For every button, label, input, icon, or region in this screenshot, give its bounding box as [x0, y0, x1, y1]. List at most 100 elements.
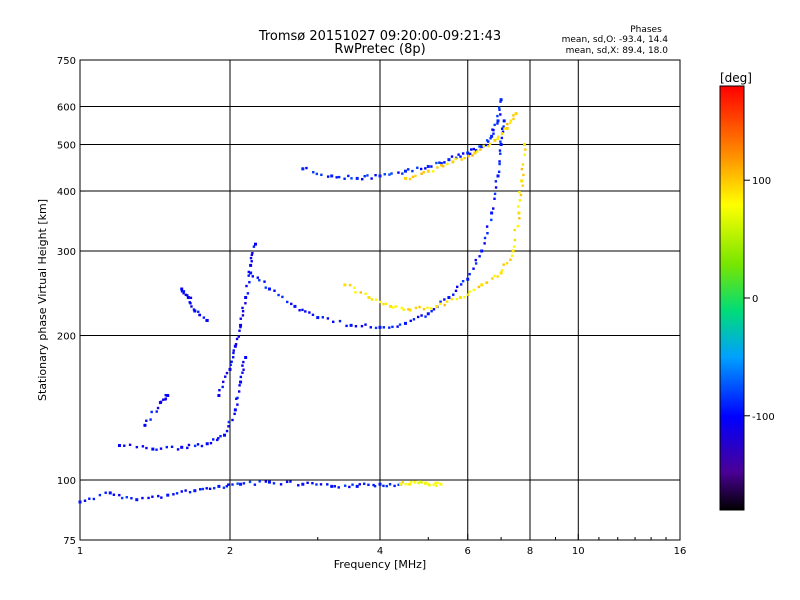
data-point: [500, 132, 504, 136]
data-point: [229, 363, 232, 366]
data-point: [446, 162, 449, 166]
data-point: [408, 483, 412, 486]
data-point: [517, 211, 521, 215]
data-point: [248, 480, 252, 484]
data-point: [478, 145, 481, 148]
data-point: [513, 228, 516, 232]
data-point: [285, 480, 289, 484]
data-point: [521, 163, 525, 166]
data-point: [212, 486, 216, 490]
data-point: [499, 113, 502, 116]
data-point: [326, 175, 330, 178]
data-point: [236, 403, 239, 406]
data-point: [499, 100, 502, 103]
data-point: [232, 349, 235, 352]
data-point: [455, 297, 459, 301]
data-point: [187, 443, 191, 447]
data-point: [496, 275, 499, 278]
data-point: [239, 482, 243, 486]
data-point: [166, 394, 170, 398]
data-point: [290, 302, 293, 306]
data-point: [397, 171, 400, 174]
data-point: [209, 441, 213, 445]
data-point: [428, 484, 431, 487]
data-point: [378, 325, 382, 329]
colorbar-tick-label: 100: [752, 176, 771, 187]
data-point: [311, 482, 314, 485]
data-point: [225, 429, 229, 433]
data-point: [496, 114, 499, 118]
data-point: [239, 325, 242, 329]
data-point: [497, 106, 501, 109]
data-point: [162, 398, 165, 401]
y-tick-label: 200: [57, 332, 76, 343]
data-point: [418, 480, 422, 483]
data-point: [424, 167, 427, 170]
data-point: [454, 157, 457, 161]
y-tick-label: 600: [57, 103, 76, 114]
data-point: [518, 217, 521, 220]
data-point: [333, 485, 336, 488]
data-point: [345, 324, 348, 328]
data-point: [487, 144, 490, 148]
data-point: [514, 112, 518, 116]
data-point: [391, 306, 395, 309]
data-point: [417, 481, 420, 485]
data-point: [443, 161, 446, 164]
data-point: [231, 483, 234, 486]
data-point: [498, 162, 501, 166]
data-point: [438, 161, 441, 164]
data-point: [497, 170, 501, 174]
data-point: [474, 258, 477, 262]
data-point: [474, 262, 478, 265]
data-point: [245, 284, 248, 288]
data-point: [316, 316, 320, 320]
data-point: [263, 280, 266, 283]
data-point: [335, 176, 338, 179]
data-point: [479, 148, 482, 151]
data-point: [430, 310, 433, 313]
data-point: [499, 271, 503, 275]
data-point: [155, 448, 158, 451]
data-point: [411, 175, 415, 179]
data-point: [205, 487, 208, 490]
data-point: [227, 483, 230, 486]
x-tick-label: 8: [527, 546, 533, 557]
data-point: [426, 312, 430, 316]
data-point: [397, 483, 400, 486]
data-point: [496, 137, 499, 140]
data-point: [360, 324, 364, 328]
data-point: [466, 151, 470, 155]
data-point: [463, 156, 466, 160]
data-point: [233, 344, 237, 348]
data-point: [145, 446, 148, 450]
data-point: [150, 410, 153, 414]
data-point: [474, 148, 478, 152]
data-point: [382, 484, 385, 488]
data-point: [493, 192, 497, 196]
data-point: [458, 296, 462, 300]
data-point: [143, 423, 147, 427]
data-point: [501, 130, 505, 133]
data-point: [236, 482, 239, 485]
data-point: [306, 481, 309, 485]
data-point: [432, 170, 435, 173]
data-point: [348, 485, 351, 489]
data-point: [231, 418, 234, 422]
data-point: [156, 406, 160, 410]
data-point: [445, 300, 449, 303]
data-point: [508, 121, 512, 125]
grid: [80, 60, 680, 540]
data-point: [125, 496, 128, 499]
data-point: [244, 355, 248, 359]
data-point: [516, 225, 519, 228]
data-point: [420, 481, 423, 484]
data-point: [180, 445, 184, 449]
data-point: [373, 484, 377, 488]
data-point: [424, 481, 427, 484]
data-point: [343, 283, 347, 287]
data-point: [471, 154, 474, 157]
data-point: [489, 137, 492, 140]
data-point: [249, 271, 253, 275]
data-point: [244, 296, 248, 300]
